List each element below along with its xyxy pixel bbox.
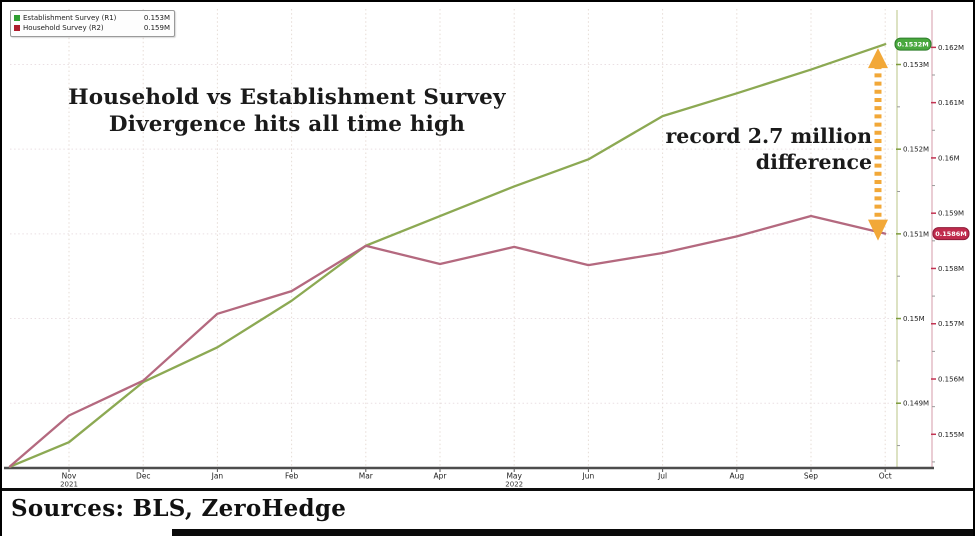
- chart-bottom-border: [2, 488, 973, 491]
- legend-label-establishment: Establishment Survey (R1): [23, 14, 117, 22]
- arrow-head-up-icon: [868, 48, 888, 69]
- annotation-line2: difference: [755, 150, 872, 174]
- bottom-black-bar: [172, 529, 973, 536]
- x-tick-label: Jun: [582, 472, 595, 481]
- legend-item-household: Household Survey (R2) 0.159M: [14, 23, 170, 33]
- sources-caption: Sources: BLS, ZeroHedge: [11, 495, 347, 522]
- x-tick-label: May: [506, 472, 522, 481]
- household-last-value-badge-label: 0.1586M: [935, 230, 967, 238]
- x-tick-label: Feb: [285, 472, 299, 481]
- r2-tick-label: 0.155M: [938, 431, 964, 439]
- chart-title: Household vs Establishment Survey Diverg…: [57, 84, 517, 138]
- r2-tick-label: 0.16M: [938, 154, 960, 162]
- legend-label-household: Household Survey (R2): [23, 24, 104, 32]
- x-tick-label: Dec: [136, 472, 151, 481]
- x-tick-label: Aug: [729, 472, 744, 481]
- r1-tick-label: 0.149M: [903, 400, 929, 408]
- establishment-last-value-badge-label: 0.1532M: [897, 41, 929, 49]
- chart-legend: Establishment Survey (R1) 0.153M Househo…: [10, 10, 175, 37]
- r1-tick-label: 0.153M: [903, 61, 929, 69]
- legend-value-establishment: 0.153M: [143, 14, 170, 22]
- r2-tick-label: 0.157M: [938, 320, 964, 328]
- r1-tick-label: 0.151M: [903, 230, 929, 238]
- x-tick-label: Nov: [62, 472, 77, 481]
- r2-tick-label: 0.159M: [938, 210, 964, 218]
- arrow-head-down-icon: [868, 219, 888, 241]
- x-tick-label: Jan: [211, 472, 224, 481]
- chart-title-line2: Divergence hits all time high: [108, 112, 466, 137]
- x-year-label: 2022: [505, 481, 523, 489]
- legend-swatch-establishment-icon: [14, 15, 20, 21]
- x-tick-label: Apr: [434, 472, 448, 481]
- r2-tick-label: 0.156M: [938, 376, 964, 384]
- chart-title-line1: Household vs Establishment Survey: [68, 85, 506, 110]
- annotation-line1: record 2.7 million: [665, 124, 873, 148]
- r2-tick-label: 0.158M: [938, 265, 964, 273]
- r1-tick-label: 0.15M: [903, 315, 925, 323]
- x-year-label: 2021: [60, 481, 78, 489]
- legend-item-establishment: Establishment Survey (R1) 0.153M: [14, 13, 170, 23]
- x-tick-label: Sep: [804, 472, 818, 481]
- r2-tick-label: 0.161M: [938, 99, 964, 107]
- r2-tick-label: 0.162M: [938, 44, 964, 52]
- x-tick-label: Oct: [879, 472, 892, 481]
- annotation-record-difference: record 2.7 million difference: [592, 123, 873, 175]
- establishment-last-value-badge: [894, 37, 932, 51]
- x-tick-label: Mar: [359, 472, 374, 481]
- legend-value-household: 0.159M: [143, 24, 170, 32]
- x-tick-label: Jul: [657, 472, 667, 481]
- r1-tick-label: 0.152M: [903, 146, 929, 154]
- series-line-r1: [8, 43, 887, 468]
- household-last-value-badge: [932, 227, 970, 241]
- legend-swatch-household-icon: [14, 25, 20, 31]
- series-line-r2: [8, 214, 887, 468]
